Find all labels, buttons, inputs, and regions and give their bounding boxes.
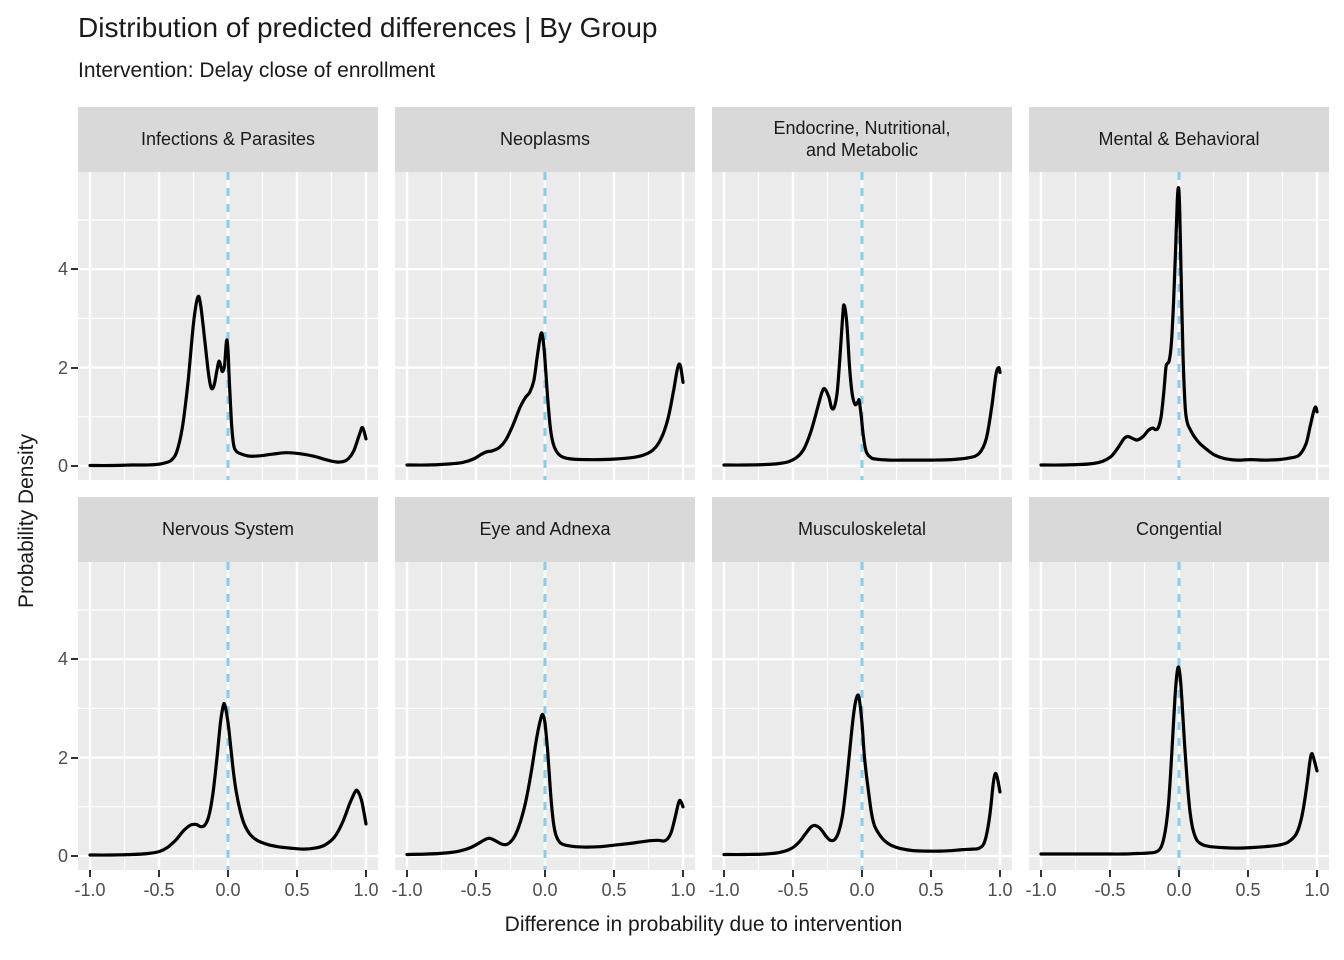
y-tick-label: 0 xyxy=(57,846,68,866)
density-plot xyxy=(712,562,1012,870)
x-tick-label: 0.5 xyxy=(284,880,310,900)
minor-gridlines xyxy=(712,562,1012,870)
x-tick-label: 0.0 xyxy=(215,880,241,900)
y-tick-mark xyxy=(71,658,78,661)
x-tick-label: 0.5 xyxy=(601,880,627,900)
x-tick-mark xyxy=(158,870,161,877)
y-tick-mark xyxy=(71,268,78,271)
density-plot xyxy=(1029,172,1329,480)
facet-strip-label: Endocrine, Nutritional, and Metabolic xyxy=(773,118,951,160)
density-curve xyxy=(405,712,685,857)
x-tick-mark xyxy=(861,870,864,877)
x-tick-label: 1.0 xyxy=(670,880,696,900)
y-tick-label: 2 xyxy=(57,747,68,768)
facet-strip: Congential xyxy=(1029,497,1329,562)
x-tick-label: -0.5 xyxy=(1094,880,1126,900)
density-curve xyxy=(88,701,368,857)
density-plot xyxy=(712,172,1012,480)
minor-gridlines xyxy=(78,562,378,870)
x-tick-mark xyxy=(682,870,685,877)
facet-strip: Endocrine, Nutritional, and Metabolic xyxy=(712,107,1012,172)
density-plot xyxy=(78,172,378,480)
minor-gridlines xyxy=(1029,562,1329,870)
density-plot xyxy=(395,172,695,480)
facet-strip: Mental & Behavioral xyxy=(1029,107,1329,172)
facet-strip: Infections & Parasites xyxy=(78,107,378,172)
x-tick-mark xyxy=(406,870,409,877)
density-plot xyxy=(78,562,378,870)
facet-strip-label: Mental & Behavioral xyxy=(1098,128,1260,149)
facet-strip: Nervous System xyxy=(78,497,378,562)
x-tick-label: 0.0 xyxy=(849,880,875,900)
y-tick-mark xyxy=(71,366,78,369)
density-plot xyxy=(395,562,695,870)
facet-strip-label: Eye and Adnexa xyxy=(479,518,611,539)
x-tick-mark xyxy=(365,870,368,877)
x-tick-label: 1.0 xyxy=(987,880,1013,900)
x-tick-label: -1.0 xyxy=(1025,880,1057,900)
x-tick-mark xyxy=(1109,870,1112,877)
x-tick-mark xyxy=(723,870,726,877)
y-tick-mark xyxy=(71,855,78,858)
x-tick-mark xyxy=(1178,870,1181,877)
x-tick-mark xyxy=(1316,870,1319,877)
x-tick-label: -0.5 xyxy=(460,880,492,900)
facet-strip: Neoplasms xyxy=(395,107,695,172)
density-curve xyxy=(88,294,368,468)
x-tick-label: -1.0 xyxy=(391,880,423,900)
x-tick-label: 1.0 xyxy=(353,880,379,900)
x-tick-mark xyxy=(1040,870,1043,877)
y-tick-mark xyxy=(71,465,78,468)
density-curve xyxy=(1039,665,1319,856)
facet-strip-label: Congential xyxy=(1135,518,1223,539)
x-tick-label: -1.0 xyxy=(708,880,740,900)
x-tick-label: 0.5 xyxy=(918,880,944,900)
facet-strip-label: Nervous System xyxy=(161,518,295,539)
y-tick-label: 4 xyxy=(57,259,68,280)
x-tick-label: 0.0 xyxy=(532,880,558,900)
x-tick-mark xyxy=(930,870,933,877)
y-axis-title: Probability Density xyxy=(15,434,38,608)
facet-strip-label: Infections & Parasites xyxy=(140,128,316,149)
x-axis-title: Difference in probability due to interve… xyxy=(504,913,903,936)
x-tick-mark xyxy=(792,870,795,877)
x-tick-label: -0.5 xyxy=(143,880,175,900)
facet-strip-label: Musculoskeletal xyxy=(797,518,927,539)
x-tick-mark xyxy=(544,870,547,877)
chart-subtitle: Intervention: Delay close of enrollment xyxy=(78,59,436,82)
density-curve xyxy=(1039,186,1319,467)
x-tick-label: 0.5 xyxy=(1235,880,1261,900)
x-tick-mark xyxy=(227,870,230,877)
facet-strip: Musculoskeletal xyxy=(712,497,1012,562)
facet-strip: Eye and Adnexa xyxy=(395,497,695,562)
x-tick-label: 0.0 xyxy=(1166,880,1192,900)
chart-title: Distribution of predicted differences | … xyxy=(78,12,658,43)
x-tick-mark xyxy=(999,870,1002,877)
x-tick-mark xyxy=(1247,870,1250,877)
y-tick-label: 4 xyxy=(57,649,68,670)
x-tick-mark xyxy=(89,870,92,877)
x-tick-mark xyxy=(475,870,478,877)
x-tick-label: -1.0 xyxy=(74,880,106,900)
x-tick-mark xyxy=(613,870,616,877)
y-tick-mark xyxy=(71,756,78,759)
x-tick-label: -0.5 xyxy=(777,880,809,900)
density-curve xyxy=(405,331,685,467)
density-curve xyxy=(722,693,1002,857)
y-tick-label: 2 xyxy=(57,357,68,378)
x-tick-mark xyxy=(296,870,299,877)
density-curve xyxy=(722,303,1002,467)
x-tick-label: 1.0 xyxy=(1304,880,1330,900)
density-plot xyxy=(1029,562,1329,870)
facet-strip-label: Neoplasms xyxy=(499,128,591,149)
y-tick-label: 0 xyxy=(57,456,68,476)
